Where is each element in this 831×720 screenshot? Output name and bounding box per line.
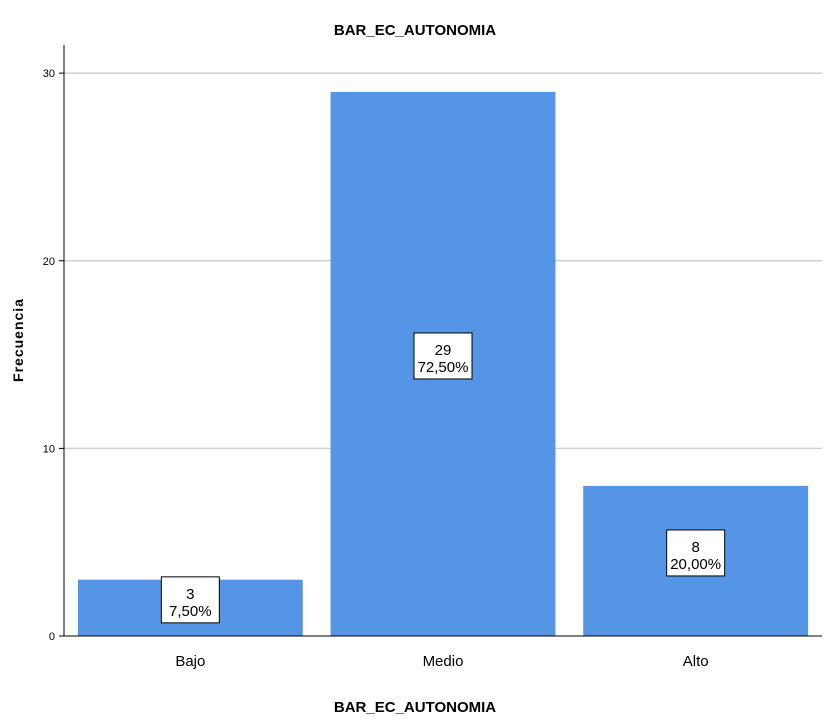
data-label-count: 3	[186, 586, 194, 603]
data-label-percent: 20,00%	[670, 556, 721, 573]
data-label-alto: 820,00%	[666, 529, 726, 577]
y-tick-label: 10	[43, 443, 55, 455]
x-axis-label: BAR_EC_AUTONOMIA	[334, 699, 496, 716]
y-axis-label: Frecuencia	[10, 298, 26, 382]
x-tick-labels: Bajo Medio Alto	[175, 653, 708, 670]
x-tick-label: Alto	[683, 653, 709, 670]
data-label-count: 8	[691, 539, 699, 556]
data-label-percent: 7,50%	[169, 603, 212, 620]
y-tick-label: 0	[49, 631, 55, 643]
data-label-bajo: 37,50%	[160, 576, 220, 624]
y-tick-label: 20	[43, 256, 55, 268]
data-label-count: 29	[435, 342, 452, 359]
data-label-percent: 72,50%	[418, 359, 469, 376]
y-tick-label: 30	[43, 68, 55, 80]
data-label-box	[413, 332, 473, 380]
x-tick-label: Medio	[423, 653, 464, 670]
data-label-box	[160, 576, 220, 624]
y-tick-labels: 0 10 20 30	[43, 68, 64, 643]
chart-title: BAR_EC_AUTONOMIA	[334, 22, 496, 39]
x-tick-label: Bajo	[175, 653, 205, 670]
data-label-box	[666, 529, 726, 577]
bars	[77, 91, 809, 636]
